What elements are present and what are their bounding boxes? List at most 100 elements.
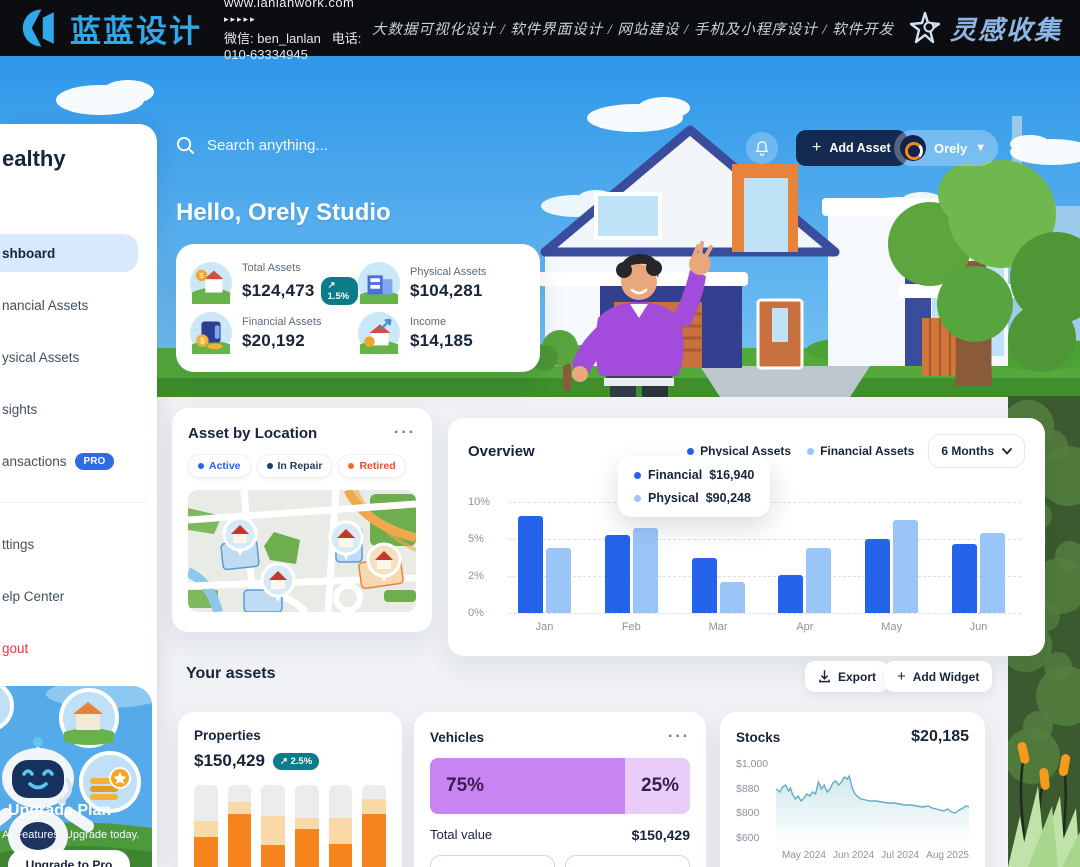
asset-location-card: Asset by Location ··· Active In Repair R… <box>172 408 432 632</box>
upgrade-button[interactable]: Upgrade to Pro <box>8 850 130 867</box>
search-icon <box>176 136 195 155</box>
plant-badge-icon <box>0 686 14 730</box>
sidebar: ealthy shboard nancial Assets ysical Ass… <box>0 124 157 867</box>
search-input[interactable] <box>207 137 507 154</box>
stacked-bar[interactable] <box>261 785 286 867</box>
bar[interactable] <box>632 527 658 613</box>
collection-label: 灵感收集 <box>949 15 1062 45</box>
total-assets-icon: $ <box>190 262 232 304</box>
physical-assets-icon <box>358 262 400 304</box>
overview-legend: Physical Assets Financial Assets <box>687 444 914 458</box>
sidebar-item-physical-assets[interactable]: ysical Assets <box>2 349 80 365</box>
banner-services: 大数据可视化设计 / 软件界面设计 / 网站建设 / 手机及小程序设计 / 软件… <box>371 21 894 38</box>
search-bar[interactable] <box>176 136 507 155</box>
vehicles-left-segment: 75% <box>430 758 625 814</box>
bar[interactable] <box>865 539 891 613</box>
stacked-bar[interactable] <box>194 785 218 867</box>
sidebar-brand: ealthy <box>2 146 66 171</box>
tooltip-dot <box>634 471 641 479</box>
hero-person <box>572 241 713 397</box>
download-icon <box>819 670 830 683</box>
notifications-button[interactable] <box>746 132 778 164</box>
stat-financial-assets: $ Financial Assets $20,192 <box>190 308 358 358</box>
legend-dot <box>807 447 815 455</box>
stacked-bar[interactable] <box>328 785 353 867</box>
upgrade-title: Upgrade Plan <box>8 802 112 819</box>
user-name: Orely <box>934 140 968 156</box>
cars-chip[interactable]: Cars 2 <box>430 855 555 867</box>
chevron-down-icon: ▼ <box>975 142 987 154</box>
user-menu[interactable]: Orely ▼ <box>894 130 999 166</box>
vehicles-title: Vehicles <box>430 729 485 745</box>
stacked-bar[interactable] <box>362 785 387 867</box>
asset-location-map[interactable] <box>188 490 416 612</box>
bar[interactable] <box>691 557 717 613</box>
asset-location-menu-button[interactable]: ··· <box>394 424 416 441</box>
bar[interactable] <box>518 516 543 613</box>
x-axis-label: Apr <box>796 621 814 633</box>
your-assets-title: Your assets <box>186 665 276 682</box>
house-badge-icon <box>59 688 119 748</box>
banner-logo-text: 蓝蓝设计 <box>70 13 202 49</box>
robot-illustration <box>0 737 94 862</box>
filter-in-repair[interactable]: In Repair <box>256 454 333 478</box>
sidebar-item-dashboard[interactable]: shboard <box>0 234 157 272</box>
bar-group-jun: Jun <box>951 502 1005 633</box>
tooltip-physical: Physical $90,248 <box>634 491 754 505</box>
map-pins <box>222 516 402 602</box>
add-asset-button[interactable]: + Add Asset <box>796 130 907 166</box>
stat-physical-assets: Physical Assets $104,281 <box>358 258 526 308</box>
overview-card: Overview Physical Assets Financial Asset… <box>448 418 1045 656</box>
active-item-highlight <box>0 234 138 272</box>
bar[interactable] <box>893 519 919 613</box>
vehicles-menu-button[interactable]: ··· <box>668 728 690 745</box>
total-value-label: Total value <box>430 827 493 842</box>
x-axis-label: Feb <box>621 621 641 633</box>
promo-banner: 蓝蓝设计 www.lanlanwork.com ▸▸▸▸▸ 微信: ben_la… <box>0 0 1080 62</box>
vehicles-right-segment: 25% <box>625 758 690 814</box>
bar[interactable] <box>979 533 1005 613</box>
bar-group-apr: Apr <box>778 502 832 633</box>
sidebar-item-logout[interactable]: gout <box>2 640 29 656</box>
vehicles-split-bar: 75% 25% <box>430 758 690 814</box>
bar-group-jan: Jan <box>518 502 571 633</box>
svg-text:$: $ <box>200 336 205 346</box>
stocks-chart: $1,000 $880 $800 $600 <box>736 758 969 844</box>
bar[interactable] <box>778 574 804 613</box>
lanlan-logo-icon <box>22 9 54 47</box>
bar[interactable] <box>604 535 630 613</box>
upgrade-subtitle: AI Features, Upgrade today. <box>2 829 140 841</box>
plus-icon: + <box>812 139 822 156</box>
sidebar-item-financial-assets[interactable]: nancial Assets <box>2 297 89 313</box>
sidebar-item-transactions[interactable]: ansactions PRO <box>0 446 157 476</box>
filter-active[interactable]: Active <box>188 454 251 478</box>
filter-retired[interactable]: Retired <box>338 454 406 478</box>
bar[interactable] <box>719 581 745 613</box>
sidebar-item-insights[interactable]: sights <box>2 401 38 417</box>
add-widget-button[interactable]: + Add Widget <box>884 661 993 692</box>
tooltip-financial: Financial $16,940 <box>634 468 754 482</box>
export-button[interactable]: Export <box>805 661 890 692</box>
chevron-down-icon <box>1002 447 1012 455</box>
stacked-bar[interactable] <box>227 785 252 867</box>
financial-assets-icon: $ <box>190 312 232 354</box>
plus-icon: + <box>897 668 906 685</box>
gridline <box>508 576 1021 577</box>
range-select[interactable]: 6 Months <box>928 434 1025 468</box>
properties-chart <box>194 785 387 867</box>
pro-badge: PRO <box>74 452 115 470</box>
bar[interactable] <box>806 547 832 613</box>
stocks-title: Stocks <box>736 729 781 745</box>
bell-icon <box>755 140 769 156</box>
active-dot <box>198 463 204 469</box>
bar[interactable] <box>951 543 977 613</box>
sidebar-item-settings[interactable]: ttings <box>2 536 35 552</box>
sidebar-item-help-center[interactable]: elp Center <box>2 588 65 604</box>
overview-chart: 0% 2% 5% 10% Jan Feb Mar Apr May Jun Financial $1… <box>468 456 1025 652</box>
svg-text:$: $ <box>199 271 204 280</box>
motocycles-chip[interactable]: Motocycles 3 <box>565 855 690 867</box>
stacked-bar[interactable] <box>295 785 319 867</box>
y-axis-label: 0% <box>468 607 484 619</box>
bar[interactable] <box>546 547 571 613</box>
